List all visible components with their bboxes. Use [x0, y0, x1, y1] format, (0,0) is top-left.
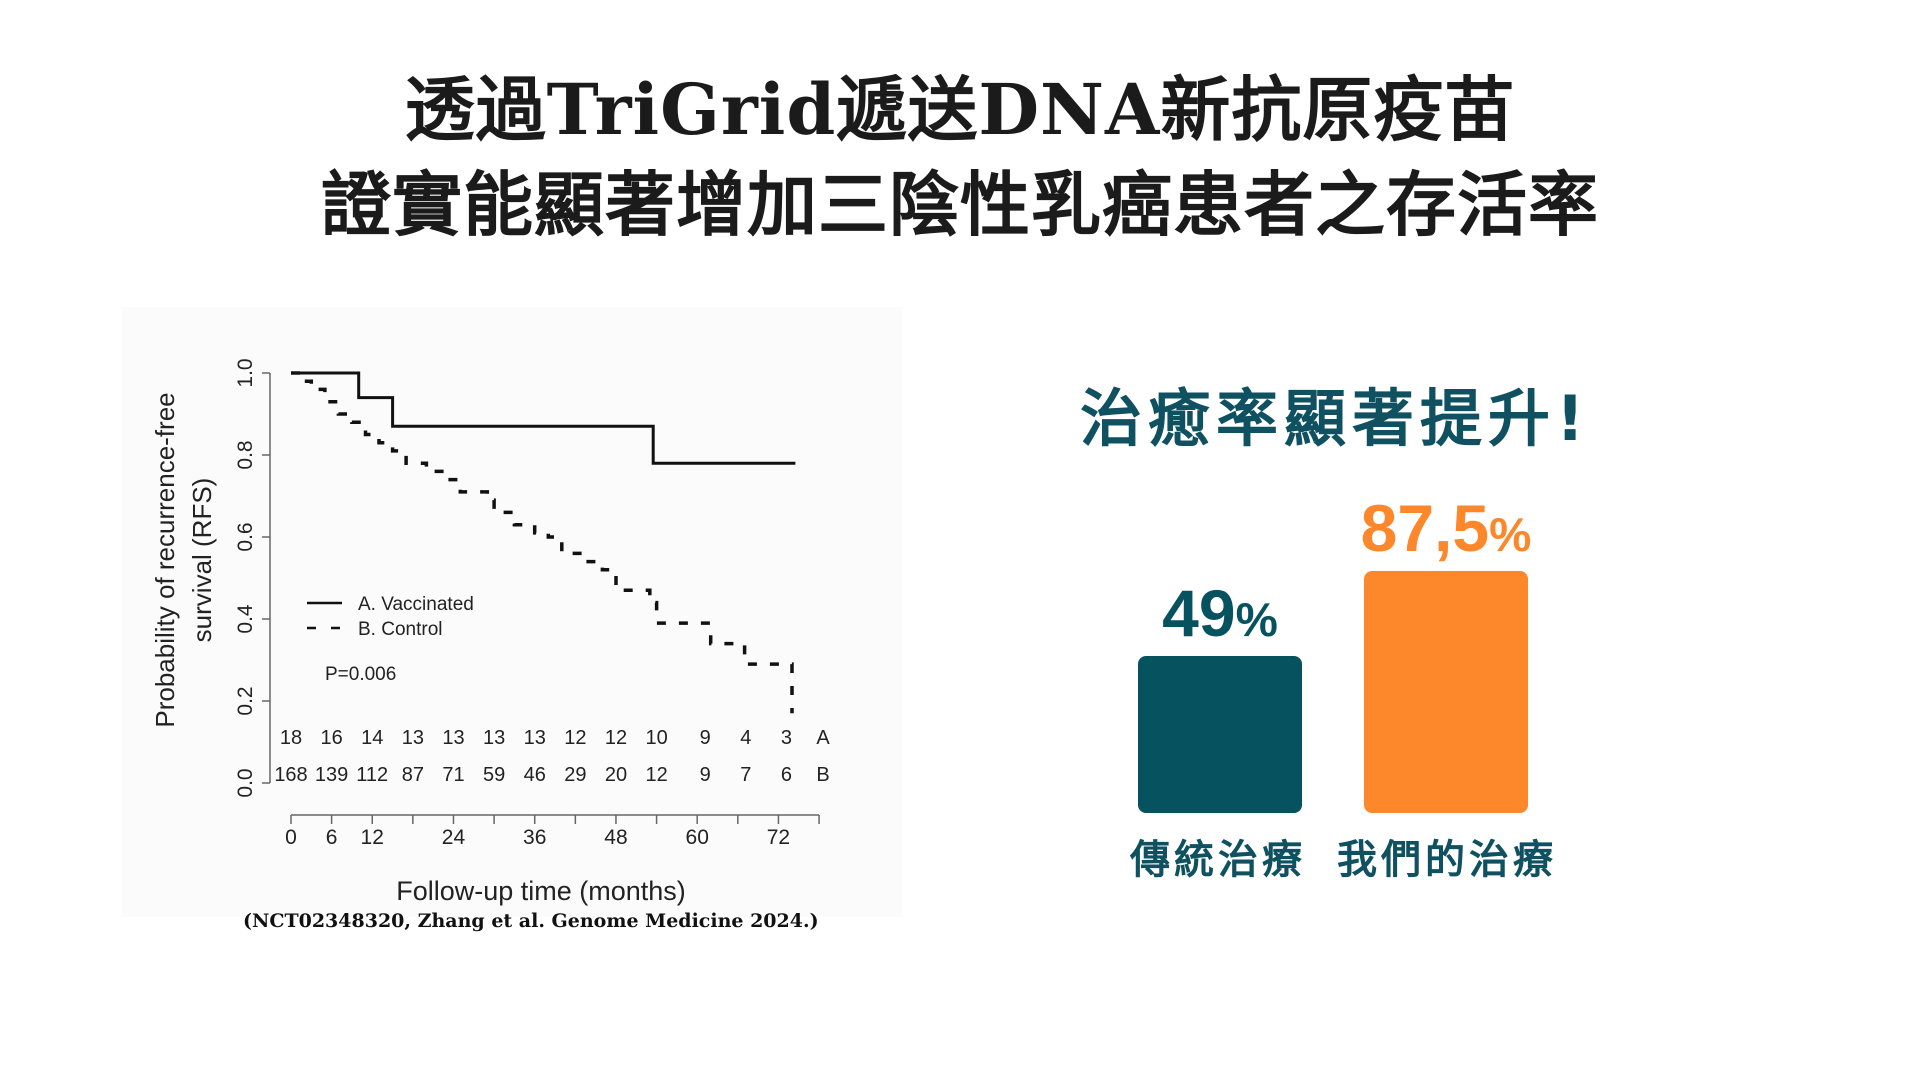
- bar-ours: [1364, 571, 1528, 813]
- risk-count-a: 18: [280, 727, 302, 749]
- bar-value-percent: %: [1235, 594, 1278, 647]
- y-tick-labels: 0.0 0.2 0.4 0.6 0.8 1.0: [234, 358, 257, 797]
- risk-count-a: 10: [645, 727, 667, 749]
- y-axis-title-line-1: Probability of recurrence-free: [150, 392, 180, 727]
- legend-label-vaccinated: A. Vaccinated: [358, 594, 474, 615]
- x-tick-label: 48: [604, 826, 627, 849]
- title-part: 新抗原疫苗: [1160, 69, 1516, 151]
- x-tick-label: 6: [326, 826, 338, 849]
- risk-count-b: 12: [645, 764, 667, 786]
- control-curve: [291, 371, 794, 714]
- y-tick-label: 0.8: [234, 440, 257, 469]
- risk-count-b: 46: [524, 764, 546, 786]
- risk-count-a: 13: [483, 727, 505, 749]
- risk-count-a: 9: [700, 727, 711, 749]
- x-tick-label: 0: [285, 826, 297, 849]
- page-title-line-1: 透過TriGrid遞送DNA新抗原疫苗: [0, 75, 1920, 146]
- x-tick-labels: 0 6 12 24 36 48 60 72: [285, 826, 790, 849]
- title-part: TriGrid: [546, 68, 837, 151]
- y-tick-label: 0.6: [234, 522, 257, 551]
- risk-count-a: 14: [361, 727, 383, 749]
- risk-count-b: 20: [605, 764, 627, 786]
- page-title-line-2: 證實能顯著增加三陰性乳癌患者之存活率: [321, 164, 1599, 246]
- bar-value-label: 87,5%: [1324, 495, 1568, 561]
- bar-value-label: 49%: [1098, 580, 1342, 646]
- y-tick-label: 0.2: [234, 686, 257, 715]
- title-part: 遞送: [836, 69, 979, 151]
- bar-value-percent: %: [1489, 509, 1532, 562]
- title-part: DNA: [978, 68, 1161, 151]
- risk-table-row-a: 18 16 14 13 13 13 13 12 12 10 9 4 3: [280, 727, 792, 749]
- risk-count-b: 9: [700, 764, 711, 786]
- risk-count-a: 13: [442, 727, 464, 749]
- bar-category-label: 傳統治療: [1130, 837, 1306, 883]
- citation: (NCT02348320, Zhang et al. Genome Medici…: [243, 910, 819, 932]
- risk-table-label-b: B: [816, 764, 829, 786]
- x-tick-label: 36: [523, 826, 546, 849]
- bar-category-label: 我們的治療: [1337, 837, 1557, 883]
- x-axis-title: Follow-up time (months): [396, 876, 686, 906]
- risk-count-a: 3: [781, 727, 792, 749]
- x-tick-label: 24: [442, 826, 466, 849]
- y-tick-label: 0.4: [234, 604, 257, 634]
- risk-count-b: 7: [740, 764, 751, 786]
- bar-value-number: 87,5: [1360, 491, 1490, 565]
- risk-count-b: 139: [315, 764, 348, 786]
- risk-count-b: 112: [356, 764, 388, 786]
- y-tick-label: 0.0: [234, 768, 257, 797]
- risk-table-label-a: A: [816, 727, 830, 749]
- bar-traditional: [1138, 656, 1302, 813]
- risk-count-b: 59: [483, 764, 505, 786]
- risk-count-a: 13: [402, 727, 424, 749]
- risk-count-b: 6: [781, 764, 792, 786]
- legend-label-control: B. Control: [358, 619, 442, 640]
- p-value: P=0.006: [325, 664, 396, 685]
- y-tick-label: 1.0: [234, 358, 257, 387]
- risk-count-a: 12: [605, 727, 627, 749]
- title-part: 透過: [404, 69, 547, 151]
- x-tick-label: 72: [767, 826, 790, 849]
- km-chart: 0.00.20.40.60.81.0 0 6 12 24 36 48 60 72 A. Vac…: [150, 358, 830, 906]
- risk-count-b: 168: [274, 764, 307, 786]
- risk-table-row-b: 168 139 112 87 71 59 46 29 20 12 9 7 6: [274, 764, 792, 786]
- x-tick-label: 60: [686, 826, 709, 849]
- x-axis: [290, 814, 820, 824]
- bar-value-number: 49: [1162, 576, 1236, 650]
- y-axis: [262, 372, 271, 784]
- risk-count-b: 71: [442, 764, 464, 786]
- risk-count-a: 4: [740, 727, 751, 749]
- x-tick-label: 12: [361, 826, 384, 849]
- risk-count-a: 13: [524, 727, 546, 749]
- y-axis-title-line-2: survival (RFS): [187, 478, 217, 643]
- risk-count-b: 29: [564, 764, 586, 786]
- vaccinated-curve: [291, 371, 796, 465]
- risk-count-b: 87: [402, 764, 424, 786]
- legend: A. Vaccinated B. Control P=0.006: [307, 594, 474, 685]
- bar-chart-heading: 治癒率顯著提升!: [1080, 382, 1591, 455]
- risk-count-a: 16: [320, 727, 342, 749]
- risk-count-a: 12: [564, 727, 586, 749]
